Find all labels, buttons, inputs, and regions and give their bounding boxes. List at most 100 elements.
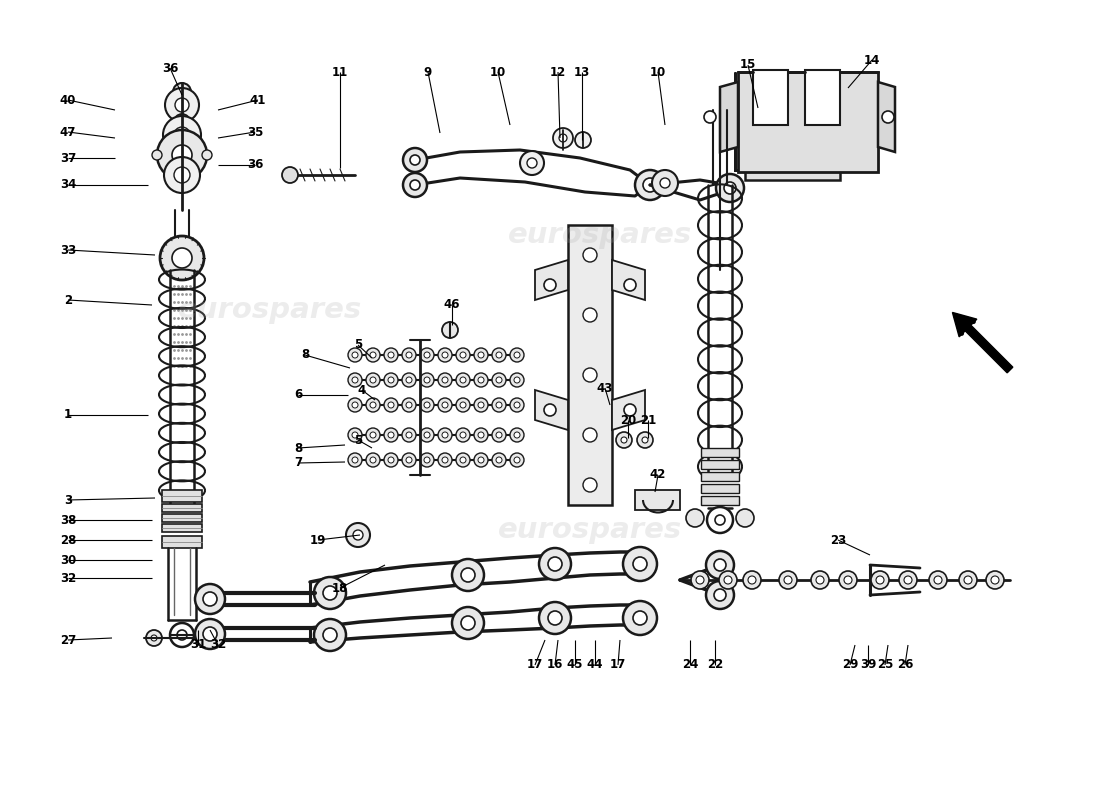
Bar [568,225,612,505]
Circle shape [461,616,475,630]
Circle shape [844,576,852,584]
Circle shape [496,352,502,358]
Circle shape [553,128,573,148]
Circle shape [496,377,502,383]
Circle shape [460,402,466,408]
Circle shape [839,571,857,589]
Text: 26: 26 [896,658,913,671]
Circle shape [510,428,524,442]
Circle shape [388,432,394,438]
Circle shape [714,589,726,601]
Circle shape [388,402,394,408]
Text: 18: 18 [332,582,349,594]
Circle shape [456,453,470,467]
Circle shape [366,428,379,442]
Circle shape [406,432,412,438]
Circle shape [492,373,506,387]
Polygon shape [535,260,568,300]
Circle shape [403,148,427,172]
Circle shape [195,619,226,649]
Text: 10: 10 [490,66,506,78]
Text: 17: 17 [527,658,543,671]
Circle shape [652,170,678,196]
Circle shape [478,352,484,358]
Circle shape [621,437,627,443]
Circle shape [784,576,792,584]
Circle shape [146,630,162,646]
Circle shape [348,348,362,362]
Circle shape [346,523,370,547]
Circle shape [202,150,212,160]
Bar [754,70,788,125]
Circle shape [152,150,162,160]
Circle shape [402,348,416,362]
Circle shape [456,348,470,362]
Circle shape [366,398,379,412]
Circle shape [986,571,1004,589]
Circle shape [452,559,484,591]
Circle shape [548,611,562,625]
Circle shape [420,453,434,467]
Circle shape [583,478,597,492]
Circle shape [172,145,192,165]
Circle shape [706,581,734,609]
Bar [701,460,739,469]
Bar [805,70,840,125]
Circle shape [195,584,226,614]
Text: 1: 1 [64,409,73,422]
Circle shape [510,373,524,387]
Circle shape [704,111,716,123]
Circle shape [644,178,657,192]
Text: eurospares: eurospares [178,296,362,324]
Circle shape [420,398,434,412]
Circle shape [175,98,189,112]
Circle shape [173,83,191,101]
Text: 31: 31 [190,638,206,651]
Circle shape [314,577,346,609]
Circle shape [438,373,452,387]
Bar [701,448,739,457]
Circle shape [583,428,597,442]
Circle shape [207,635,213,641]
Circle shape [352,432,358,438]
Circle shape [583,308,597,322]
Text: 37: 37 [59,151,76,165]
Text: 23: 23 [829,534,846,546]
Circle shape [492,428,506,442]
Circle shape [442,402,448,408]
Circle shape [420,348,434,362]
Circle shape [410,180,420,190]
Polygon shape [635,490,680,510]
Circle shape [736,509,754,527]
Circle shape [438,398,452,412]
Circle shape [959,571,977,589]
Circle shape [442,352,448,358]
Circle shape [548,557,562,571]
Text: 22: 22 [707,658,723,671]
Text: 21: 21 [640,414,656,426]
Text: 36: 36 [246,158,263,171]
Circle shape [204,627,217,641]
Circle shape [438,428,452,442]
Circle shape [442,432,448,438]
Circle shape [876,576,884,584]
Bar [162,524,202,532]
Circle shape [474,428,488,442]
Polygon shape [735,72,874,180]
Circle shape [559,134,566,142]
Circle shape [370,377,376,383]
Circle shape [424,402,430,408]
Circle shape [172,248,192,268]
Text: 6: 6 [294,389,302,402]
Polygon shape [612,390,645,430]
Bar [701,496,739,505]
Text: 20: 20 [620,414,636,426]
Circle shape [642,437,648,443]
Text: eurospares: eurospares [508,221,692,249]
Circle shape [748,576,756,584]
Circle shape [461,568,475,582]
Text: 12: 12 [550,66,566,78]
Circle shape [714,559,726,571]
Circle shape [388,377,394,383]
Circle shape [514,432,520,438]
